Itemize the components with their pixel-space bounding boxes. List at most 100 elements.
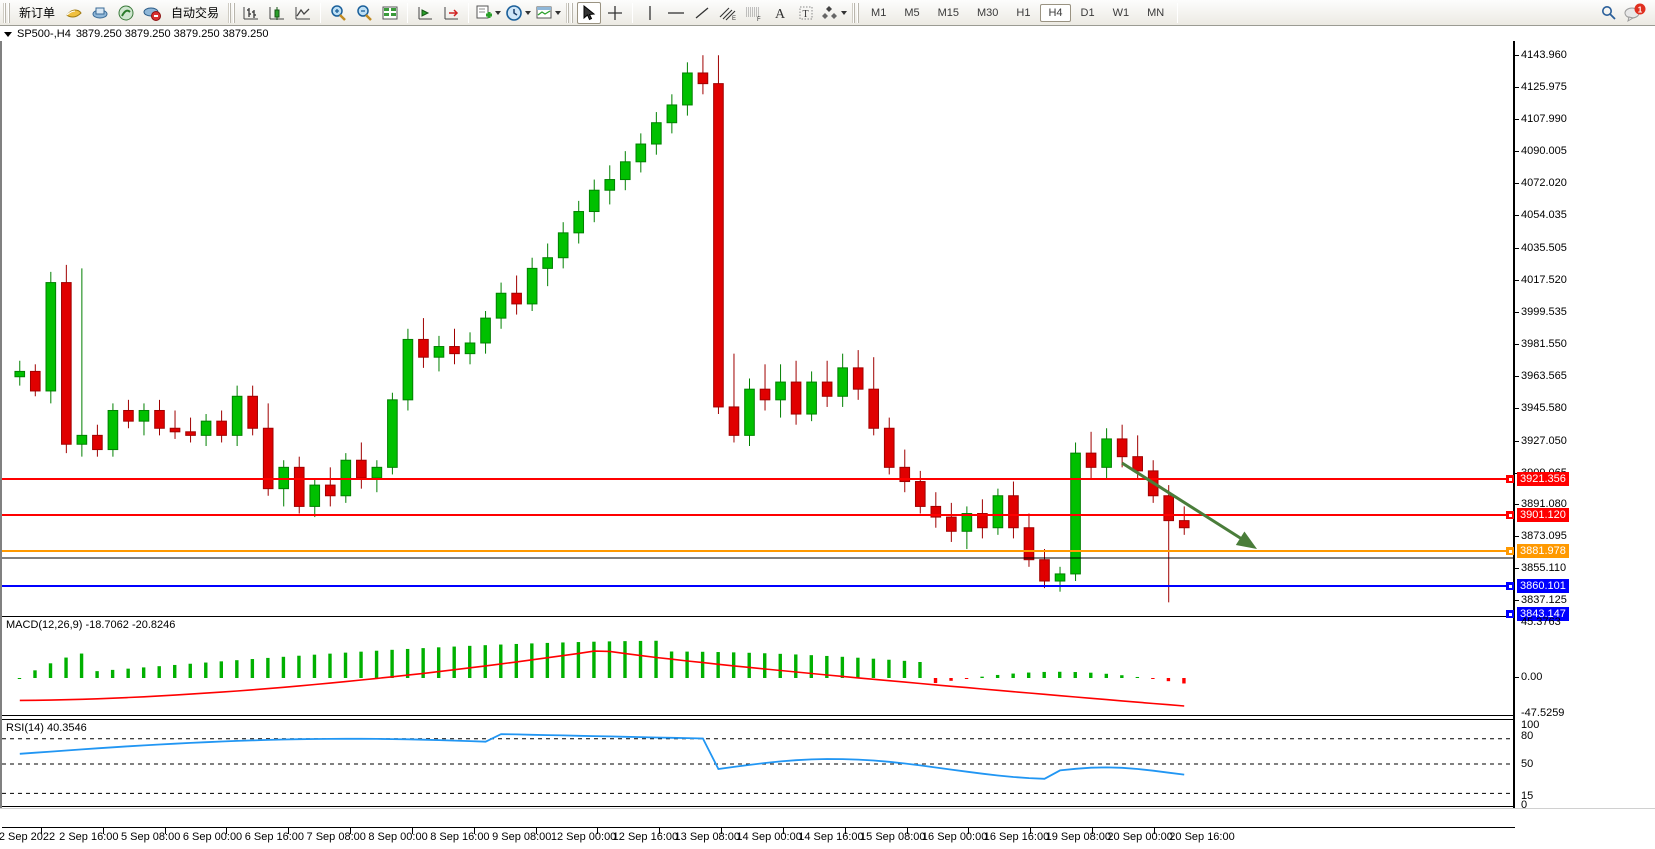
timeframe-w1[interactable]: W1 [1112, 6, 1130, 19]
shift-end-icon[interactable] [439, 2, 463, 24]
crosshair-icon[interactable] [603, 2, 627, 24]
price-axis-tick [1515, 343, 1519, 345]
time-axis-label: 6 Sep 16:00 [244, 831, 305, 843]
macd-series [17, 640, 1186, 707]
time-axis-label: 20 Sep 00:00 [1107, 831, 1173, 843]
toolbar-grip-4[interactable] [852, 2, 860, 23]
time-axis-label: 7 Sep 08:00 [306, 831, 366, 843]
text-icon[interactable]: A [768, 2, 792, 24]
price-level-anchor[interactable] [1506, 475, 1514, 483]
timeframe-mn[interactable]: MN [1147, 6, 1165, 19]
price-level-chip-support-1[interactable]: 3860.101 [1517, 579, 1569, 593]
ohlc-values: 3879.250 3879.250 3879.250 3879.250 [75, 28, 269, 40]
timeframe-m5[interactable]: M5 [904, 6, 920, 19]
autotrading-label: 自动交易 [171, 6, 220, 20]
autotrading-icon[interactable] [140, 2, 164, 24]
objects-icon[interactable] [820, 2, 848, 24]
price-level-chip-pivot[interactable]: 3881.978 [1517, 544, 1569, 558]
price-level-chip-resistance-2[interactable]: 3901.120 [1517, 508, 1569, 522]
macd-axis-label: 45.3763 [1521, 616, 1561, 628]
toolbar-grip-2[interactable] [228, 2, 236, 23]
price-axis-tick [1515, 183, 1519, 185]
price-level-anchor[interactable] [1506, 582, 1514, 590]
line-chart-icon[interactable] [291, 2, 315, 24]
time-axis-label: 20 Sep 16:00 [1169, 831, 1235, 843]
toolbar-grip-3[interactable] [566, 2, 574, 23]
vline-icon[interactable] [638, 2, 662, 24]
time-axis-label: 9 Sep 08:00 [492, 831, 552, 843]
time-axis-label: 14 Sep 16:00 [798, 831, 864, 843]
time-axis-tick [226, 828, 228, 834]
price-axis-tick [1515, 87, 1519, 89]
equidistant-channel-icon[interactable]: E [716, 2, 740, 24]
signal-icon[interactable] [114, 2, 138, 24]
chart-plot-area[interactable]: MACD(12,26,9) -18.7062 -20.8246 RSI(14) … [0, 41, 1515, 849]
price-axis-label: 4017.520 [1521, 273, 1567, 286]
trendline-icon[interactable] [690, 2, 714, 24]
bar-chart-icon[interactable] [239, 2, 263, 24]
status-bar [0, 808, 1655, 822]
time-axis-label: 13 Sep 08:00 [674, 831, 740, 843]
timeframe-h1[interactable]: H1 [1016, 6, 1031, 19]
timeframe-m30[interactable]: M30 [977, 6, 999, 19]
macd-label: MACD(12,26,9) -18.7062 -20.8246 [6, 619, 176, 631]
price-level-anchor[interactable] [1506, 547, 1514, 555]
price-axis[interactable]: 4143.960 4125.975 4107.990 4090.005 4072.020… [1506, 41, 1655, 813]
time-axis-tick [906, 828, 908, 834]
new-order-button[interactable]: 新订单 [14, 2, 60, 24]
book-icon[interactable] [62, 2, 86, 24]
cursor-icon[interactable] [577, 1, 602, 24]
macd-pane[interactable]: MACD(12,26,9) -18.7062 -20.8246 [2, 616, 1515, 716]
time-axis[interactable]: 2 Sep 2022 2 Sep 16:00 5 Sep 08:00 6 Sep 00… [0, 827, 1515, 849]
time-axis-label: 8 Sep 00:00 [368, 831, 428, 843]
rsi-axis-label: 100 [1521, 719, 1540, 731]
price-level-anchor[interactable] [1506, 511, 1514, 519]
price-axis-tick [1515, 119, 1519, 121]
price-axis-tick [1515, 407, 1519, 409]
candlestick-icon[interactable] [265, 2, 289, 24]
price-level-chip-resistance-1[interactable]: 3921.356 [1517, 472, 1569, 486]
svg-text:F: F [757, 17, 761, 22]
timeframe-m15[interactable]: M15 [937, 6, 959, 19]
price-axis-tick [1515, 375, 1519, 377]
time-axis-label: 2 Sep 2022 [0, 831, 56, 843]
toolbar-grip[interactable] [3, 2, 10, 23]
shift-icon[interactable] [413, 2, 437, 24]
chevron-down-icon-2[interactable] [525, 10, 532, 15]
macd-axis-tick [1515, 677, 1519, 678]
chevron-down-icon-4[interactable] [841, 10, 848, 15]
price-axis-tick [1515, 568, 1519, 570]
period-icon[interactable] [504, 2, 532, 24]
time-axis-tick [597, 828, 599, 834]
zoom-in-icon[interactable] [326, 2, 350, 24]
chevron-down-icon-3[interactable] [555, 10, 562, 15]
add-indicator-icon[interactable] [474, 2, 502, 24]
time-axis-tick [535, 828, 537, 834]
timeframe-h4[interactable]: H4 [1040, 3, 1071, 22]
price-pane[interactable] [2, 41, 1515, 613]
autotrading-button[interactable]: 自动交易 [166, 2, 224, 24]
cloud-icon[interactable] [88, 2, 112, 24]
data-window-icon[interactable] [378, 2, 402, 24]
chart-menu-caret-icon[interactable] [4, 31, 12, 37]
time-axis-label: 16 Sep 16:00 [983, 831, 1050, 843]
price-axis-tick [1515, 215, 1519, 217]
time-axis-tick [473, 828, 475, 834]
rsi-pane[interactable]: RSI(14) 40.3546 [2, 719, 1515, 807]
search-icon[interactable] [1597, 2, 1621, 24]
timeframe-d1[interactable]: D1 [1080, 6, 1095, 19]
main-toolbar: 新订单 自动交易 [0, 0, 1655, 26]
templates-icon[interactable] [534, 2, 562, 24]
chevron-down-icon[interactable] [495, 10, 502, 15]
hline-icon[interactable] [664, 2, 688, 24]
price-level-anchor[interactable] [1506, 610, 1514, 618]
price-level-chip-support-2[interactable]: 3843.147 [1517, 607, 1569, 621]
zoom-out-icon[interactable] [352, 2, 376, 24]
fibo-icon[interactable]: F [742, 2, 766, 24]
time-axis-tick [1030, 828, 1032, 834]
price-axis-tick [1515, 600, 1519, 602]
alerts-icon[interactable]: 1 [1623, 2, 1647, 24]
price-axis-label: 3927.050 [1521, 434, 1567, 447]
label-icon[interactable]: T [794, 2, 818, 24]
timeframe-m1[interactable]: M1 [871, 6, 887, 19]
